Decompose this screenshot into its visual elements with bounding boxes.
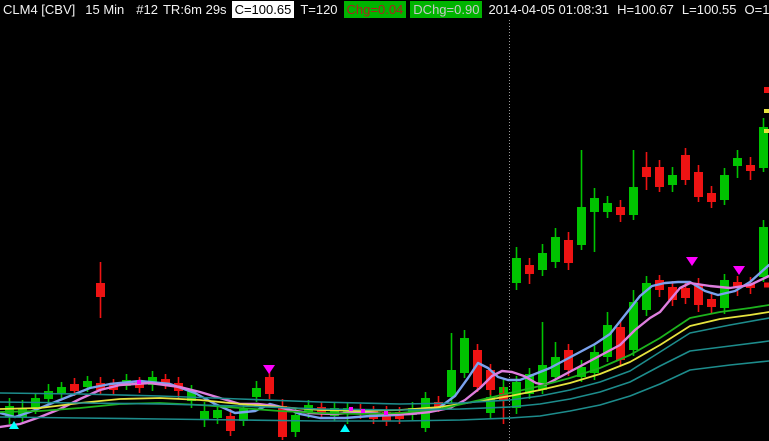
dot-marker xyxy=(361,409,365,413)
candle-body xyxy=(330,408,339,416)
symbol-label: CLM4 [CBV] xyxy=(3,2,76,17)
candle-body xyxy=(746,165,755,171)
candle-body xyxy=(564,350,573,370)
candle-body xyxy=(213,410,222,418)
signal-markers-layer xyxy=(9,257,745,432)
candle-body xyxy=(44,391,53,399)
candle-body xyxy=(473,350,482,387)
up-triangle-marker xyxy=(340,424,350,432)
candle-body xyxy=(668,287,677,300)
edge-tick xyxy=(764,129,769,133)
candle-body xyxy=(577,367,586,377)
candle-body xyxy=(616,207,625,215)
candle-body xyxy=(629,302,638,350)
ma-lines-layer xyxy=(0,263,769,429)
candle-body xyxy=(642,283,651,310)
low-price-label: L=100.55 xyxy=(681,2,737,17)
down-triangle-marker xyxy=(686,257,698,266)
candle-body xyxy=(200,411,209,420)
candle-body xyxy=(83,381,92,387)
candle-body xyxy=(278,406,287,437)
dot-marker xyxy=(137,380,141,384)
status-bar: CLM4 [CBV] 15 Min #12 TR:6m 29s C=100.65… xyxy=(0,0,769,19)
candle-body xyxy=(486,397,495,413)
candle-body xyxy=(733,282,742,288)
candle-body xyxy=(681,288,690,298)
edge-tick xyxy=(764,87,769,93)
candle-body xyxy=(642,167,651,177)
candle-body xyxy=(434,402,443,407)
candle-body xyxy=(603,325,612,357)
candle-body xyxy=(226,416,235,431)
edge-tick xyxy=(764,109,769,113)
candle-body xyxy=(538,365,547,390)
candle-body xyxy=(525,265,534,274)
ma-line-slow-yellow xyxy=(0,311,769,412)
candle-body xyxy=(694,285,703,305)
ma-line-band-teal-lower xyxy=(0,360,769,422)
candle-body xyxy=(590,198,599,212)
candle-body xyxy=(720,175,729,200)
candle-body xyxy=(239,409,248,421)
candle-body xyxy=(525,374,534,394)
candle-body xyxy=(668,175,677,185)
candle-body xyxy=(707,299,716,307)
candle-body xyxy=(629,187,638,215)
ma-line-medium-magenta xyxy=(0,274,769,429)
candle-body xyxy=(135,382,144,388)
candle-body xyxy=(512,258,521,283)
candle-body xyxy=(655,167,664,187)
datetime-label: 2014-04-05 01:08:31 xyxy=(488,2,610,17)
candle-body xyxy=(460,338,469,373)
ma-line-band-teal-middle xyxy=(0,340,769,411)
candle-body xyxy=(18,408,27,418)
candle-body xyxy=(148,377,157,385)
candle-body xyxy=(551,357,560,377)
close-price-badge: C=100.65 xyxy=(231,1,295,18)
tick-count-label: T=120 xyxy=(300,2,338,17)
ma-line-slow-green xyxy=(0,304,769,415)
candle-body xyxy=(759,227,768,277)
right-edge-ticks xyxy=(764,87,769,288)
candle-body xyxy=(707,193,716,202)
candle-body xyxy=(265,377,274,394)
candle-body xyxy=(538,253,547,270)
dot-marker xyxy=(384,411,388,415)
daily-change-badge: DChg=0.90 xyxy=(410,1,483,18)
primary-candle-series xyxy=(5,118,768,440)
candle-body xyxy=(577,207,586,245)
dot-marker xyxy=(349,407,353,411)
candle-body xyxy=(187,391,196,401)
candle-body xyxy=(70,384,79,391)
secondary-candle-series xyxy=(486,220,768,418)
open-price-label: O=1 xyxy=(744,2,769,17)
candle-body xyxy=(252,388,261,397)
interval-label: 15 Min xyxy=(85,2,125,17)
candle-body xyxy=(590,352,599,373)
candle-body xyxy=(681,155,690,180)
candle-body xyxy=(486,370,495,390)
candle-body xyxy=(564,240,573,263)
down-triangle-marker xyxy=(733,266,745,275)
bar-number-label: #12 xyxy=(136,2,158,17)
candle-body xyxy=(96,283,105,297)
candle-body xyxy=(161,379,170,385)
candle-body xyxy=(733,158,742,166)
candle-body xyxy=(759,127,768,168)
candle-body xyxy=(291,415,300,432)
high-price-label: H=100.67 xyxy=(617,2,674,17)
candle-body xyxy=(603,203,612,212)
down-triangle-marker xyxy=(263,365,275,374)
candle-body xyxy=(57,387,66,393)
ma-line-band-teal-upper xyxy=(0,317,769,405)
candle-body xyxy=(551,237,560,262)
edge-tick xyxy=(764,282,769,288)
up-triangle-marker xyxy=(9,421,19,429)
change-badge: Chg=0.04 xyxy=(343,1,407,18)
candle-body xyxy=(447,370,456,397)
time-remaining-label: TR:6m 29s xyxy=(162,2,227,17)
candle-body xyxy=(694,172,703,197)
